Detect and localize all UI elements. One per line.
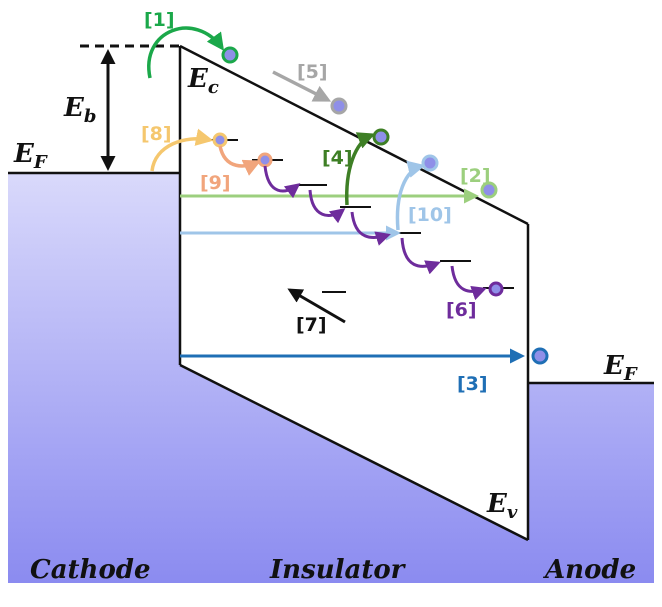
process-8-label: [8]	[141, 123, 172, 145]
process-10-label: [10]	[408, 204, 452, 226]
process-7-label: [7]	[296, 314, 327, 336]
hop-arrow	[263, 165, 301, 199]
cathode-fill	[8, 173, 654, 583]
barrier-height-label-sub: b	[84, 106, 97, 127]
process-7-arrow	[287, 288, 346, 324]
process-10-arrow	[395, 160, 426, 231]
electron	[480, 181, 498, 199]
process-2-label: [2]	[460, 165, 491, 187]
band-outline	[8, 44, 654, 542]
anode-fermi-label: EF	[603, 351, 638, 385]
conduction-band-label-sub: c	[208, 77, 219, 98]
process-9-arrow	[218, 145, 262, 176]
anode-fermi-label-main: E	[603, 351, 625, 381]
process-5-label: [5]	[297, 61, 328, 83]
barrier-height-label-main: E	[63, 93, 85, 123]
conduction-band-label: Ec	[187, 64, 219, 98]
process-9-label: [9]	[200, 172, 231, 194]
hop-arrow	[308, 189, 346, 224]
process-1-arrow	[147, 26, 225, 79]
process-6-hopping-chain	[263, 165, 487, 301]
valence-band-label-main: E	[486, 489, 508, 519]
process-5-arrow	[272, 70, 332, 102]
hop-arrow	[450, 265, 487, 301]
process-1-label: [1]	[144, 9, 175, 31]
cathode-label: Cathode	[30, 555, 151, 585]
conduction-band-label-main: E	[187, 64, 209, 94]
barrier-height-label: Eb	[63, 93, 96, 127]
electron	[212, 132, 228, 148]
process-8-arrow	[150, 128, 214, 172]
insulator-label: Insulator	[269, 555, 407, 585]
electron	[488, 281, 504, 297]
process-6-label: [6]	[446, 299, 477, 321]
anode-fermi-label-sub: F	[623, 364, 638, 385]
valence-band-label-sub: v	[507, 502, 518, 523]
electron	[221, 46, 239, 64]
electron	[421, 154, 439, 172]
electron	[257, 152, 273, 168]
cathode-fermi-label: EF	[13, 139, 48, 173]
cathode-fermi-label-sub: F	[33, 152, 48, 173]
valence-band-label: Ev	[486, 489, 518, 523]
process-3-label: [3]	[457, 373, 488, 395]
electron	[531, 347, 549, 365]
hop-arrow	[350, 211, 391, 246]
valence-band-edge	[179, 363, 529, 542]
process-4-arrow	[345, 132, 376, 206]
electron	[330, 97, 348, 115]
electron	[372, 128, 390, 146]
anode-label: Anode	[542, 555, 636, 585]
hop-arrow	[400, 237, 441, 275]
process-4-label: [4]	[322, 147, 353, 169]
cathode-fermi-label-main: E	[13, 139, 35, 169]
